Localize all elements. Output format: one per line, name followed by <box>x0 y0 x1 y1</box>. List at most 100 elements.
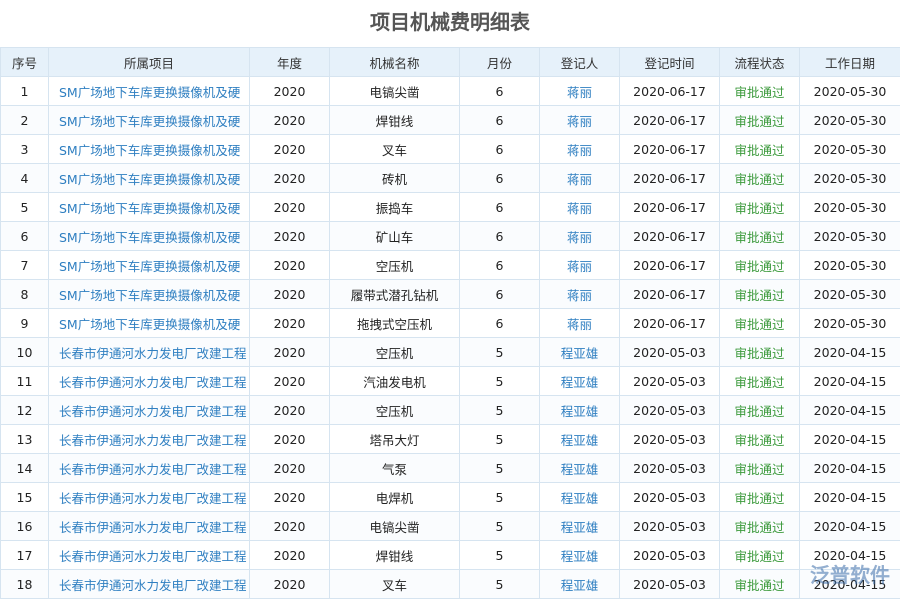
table-cell: 2020-04-15 <box>799 337 900 367</box>
table-cell: 空压机 <box>329 395 460 425</box>
table-cell: 5 <box>459 337 540 367</box>
table-cell: 审批通过 <box>719 540 800 570</box>
table-cell: 2 <box>0 105 49 135</box>
table-cell: 2020-05-30 <box>799 221 900 251</box>
table-cell: 程亚雄 <box>539 569 620 599</box>
table-row: 4 SM广场地下车库更换摄像机及硬 2020 砖机 6 蒋丽 2020-06-17 审批通过 2… <box>0 163 900 193</box>
table-cell: 16 <box>0 511 49 541</box>
table-row: 15 长春市伊通河水力发电厂改建工程 2020 电焊机 5 程亚雄 2020-05-03 审批… <box>0 482 900 512</box>
table-cell: 审批通过 <box>719 105 800 135</box>
table-cell: 空压机 <box>329 250 460 280</box>
table-cell: 电镐尖凿 <box>329 511 460 541</box>
table-cell: 2020-06-17 <box>619 192 720 222</box>
table-cell: 10 <box>0 337 49 367</box>
table-cell: 2020 <box>249 424 330 454</box>
table-cell: 蒋丽 <box>539 308 620 338</box>
table-cell: 蒋丽 <box>539 134 620 164</box>
table-cell: 6 <box>459 308 540 338</box>
table-cell: 2020-05-30 <box>799 250 900 280</box>
table-cell: 长春市伊通河水力发电厂改建工程 <box>48 511 250 541</box>
table-cell: SM广场地下车库更换摄像机及硬 <box>48 192 250 222</box>
table-cell: 审批通过 <box>719 424 800 454</box>
column-header: 所属项目 <box>48 47 250 77</box>
column-header: 月份 <box>459 47 540 77</box>
detail-table: 序号 所属项目 年度 机械名称 月份 登记人 登记时间 流程状态 工作日期 1 SM广场地下车库更… <box>0 47 900 599</box>
table-row: 17 长春市伊通河水力发电厂改建工程 2020 焊钳线 5 程亚雄 2020-05-03 审批… <box>0 540 900 570</box>
table-cell: 2020-05-30 <box>799 76 900 106</box>
table-cell: 程亚雄 <box>539 540 620 570</box>
table-cell: 2020 <box>249 395 330 425</box>
table-cell: 5 <box>459 395 540 425</box>
table-cell: 2020-06-17 <box>619 76 720 106</box>
table-cell: 塔吊大灯 <box>329 424 460 454</box>
table-cell: 长春市伊通河水力发电厂改建工程 <box>48 540 250 570</box>
table-cell: 6 <box>459 192 540 222</box>
table-cell: 程亚雄 <box>539 482 620 512</box>
table-cell: 叉车 <box>329 134 460 164</box>
column-header: 工作日期 <box>799 47 900 77</box>
table-cell: 8 <box>0 279 49 309</box>
table-cell: 程亚雄 <box>539 395 620 425</box>
table-cell: 2020-04-15 <box>799 540 900 570</box>
table-cell: 6 <box>459 76 540 106</box>
table-cell: 气泵 <box>329 453 460 483</box>
table-cell: 焊钳线 <box>329 540 460 570</box>
table-cell: 2020-05-30 <box>799 134 900 164</box>
table-cell: 蒋丽 <box>539 163 620 193</box>
table-row: 6 SM广场地下车库更换摄像机及硬 2020 矿山车 6 蒋丽 2020-06-17 审批通过… <box>0 221 900 251</box>
table-row: 18 长春市伊通河水力发电厂改建工程 2020 叉车 5 程亚雄 2020-05-03 审批通… <box>0 569 900 599</box>
table-row: 9 SM广场地下车库更换摄像机及硬 2020 拖拽式空压机 6 蒋丽 2020-06-17 审… <box>0 308 900 338</box>
table-cell: 2020-04-15 <box>799 424 900 454</box>
table-cell: 6 <box>459 105 540 135</box>
table-row: 2 SM广场地下车库更换摄像机及硬 2020 焊钳线 6 蒋丽 2020-06-17 审批通过… <box>0 105 900 135</box>
table-cell: 审批通过 <box>719 279 800 309</box>
table-row: 5 SM广场地下车库更换摄像机及硬 2020 振捣车 6 蒋丽 2020-06-17 审批通过… <box>0 192 900 222</box>
table-cell: 汽油发电机 <box>329 366 460 396</box>
table-row: 10 长春市伊通河水力发电厂改建工程 2020 空压机 5 程亚雄 2020-05-03 审批… <box>0 337 900 367</box>
table-row: 7 SM广场地下车库更换摄像机及硬 2020 空压机 6 蒋丽 2020-06-17 审批通过… <box>0 250 900 280</box>
table-cell: SM广场地下车库更换摄像机及硬 <box>48 250 250 280</box>
table-cell: 2020-05-30 <box>799 308 900 338</box>
table-cell: 审批通过 <box>719 250 800 280</box>
column-header: 流程状态 <box>719 47 800 77</box>
table-cell: 2020-05-03 <box>619 569 720 599</box>
table-cell: SM广场地下车库更换摄像机及硬 <box>48 134 250 164</box>
table-cell: 长春市伊通河水力发电厂改建工程 <box>48 395 250 425</box>
table-cell: 2020 <box>249 279 330 309</box>
table-cell: 6 <box>459 279 540 309</box>
table-cell: 2020-06-17 <box>619 134 720 164</box>
table-cell: 15 <box>0 482 49 512</box>
table-cell: 2020 <box>249 134 330 164</box>
table-row: 14 长春市伊通河水力发电厂改建工程 2020 气泵 5 程亚雄 2020-05-03 审批通… <box>0 453 900 483</box>
table-cell: 审批通过 <box>719 453 800 483</box>
table-cell: 5 <box>459 511 540 541</box>
table-cell: 2020-04-15 <box>799 366 900 396</box>
table-cell: SM广场地下车库更换摄像机及硬 <box>48 76 250 106</box>
table-cell: 审批通过 <box>719 569 800 599</box>
table-cell: 2020-04-15 <box>799 453 900 483</box>
table-cell: 2020-04-15 <box>799 395 900 425</box>
table-cell: 蒋丽 <box>539 250 620 280</box>
table-cell: 2020-04-15 <box>799 482 900 512</box>
table-cell: 2020 <box>249 250 330 280</box>
table-cell: 长春市伊通河水力发电厂改建工程 <box>48 482 250 512</box>
table-cell: 2020 <box>249 192 330 222</box>
table-cell: 2020 <box>249 221 330 251</box>
table-cell: 5 <box>459 569 540 599</box>
table-cell: 长春市伊通河水力发电厂改建工程 <box>48 337 250 367</box>
table-cell: 程亚雄 <box>539 366 620 396</box>
table-cell: 矿山车 <box>329 221 460 251</box>
table-cell: 审批通过 <box>719 221 800 251</box>
table-cell: 拖拽式空压机 <box>329 308 460 338</box>
table-cell: 12 <box>0 395 49 425</box>
table-cell: 2020 <box>249 540 330 570</box>
table-cell: 审批通过 <box>719 395 800 425</box>
table-cell: 2020-06-17 <box>619 105 720 135</box>
table-cell: 2020-05-03 <box>619 511 720 541</box>
table-cell: 3 <box>0 134 49 164</box>
table-cell: 18 <box>0 569 49 599</box>
table-cell: 蒋丽 <box>539 76 620 106</box>
table-row: 8 SM广场地下车库更换摄像机及硬 2020 履带式潜孔钻机 6 蒋丽 2020-06-17… <box>0 279 900 309</box>
table-cell: 2020 <box>249 105 330 135</box>
table-row: 16 长春市伊通河水力发电厂改建工程 2020 电镐尖凿 5 程亚雄 2020-05-03 审… <box>0 511 900 541</box>
